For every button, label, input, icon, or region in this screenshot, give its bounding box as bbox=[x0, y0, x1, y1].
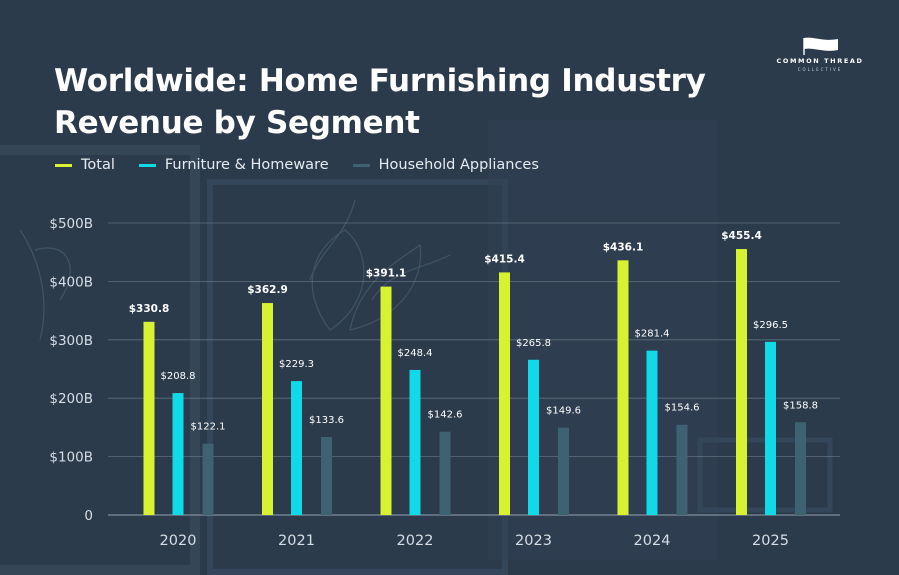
legend-item-furniture: Furniture & Homeware bbox=[138, 157, 329, 173]
data-label-total-2022: $391.1 bbox=[366, 268, 407, 280]
bar-total-2020 bbox=[143, 321, 155, 515]
bar-furniture-2024 bbox=[646, 350, 658, 515]
legend-label-appliances: Household Appliances bbox=[378, 157, 539, 173]
x-tick-label-2025: 2025 bbox=[752, 533, 789, 549]
data-label-appliances-2024: $154.6 bbox=[665, 403, 700, 414]
bar-total-2022 bbox=[380, 286, 392, 515]
bar-total-2025 bbox=[736, 249, 747, 516]
bar-furniture-2021 bbox=[291, 381, 302, 515]
data-label-total-2025: $455.4 bbox=[721, 230, 762, 242]
flag-icon bbox=[803, 37, 838, 55]
x-tick-label-2023: 2023 bbox=[515, 533, 552, 549]
bar-appliances-2022 bbox=[439, 431, 451, 515]
x-tick-label-2022: 2022 bbox=[397, 533, 434, 549]
legend-swatch-appliances bbox=[352, 163, 370, 167]
data-label-furniture-2020: $208.8 bbox=[161, 371, 196, 382]
bar-appliances-2024 bbox=[676, 424, 688, 515]
chart-title: Worldwide: Home Furnishing Industry Reve… bbox=[54, 60, 754, 144]
bar-furniture-2022 bbox=[409, 369, 421, 515]
bar-appliances-2020 bbox=[202, 443, 214, 515]
bar-total-2023 bbox=[499, 272, 510, 515]
y-tick-label: $200B bbox=[49, 391, 93, 407]
y-tick-label: $400B bbox=[49, 274, 93, 290]
y-tick-label: $300B bbox=[49, 333, 93, 349]
x-tick-label-2020: 2020 bbox=[160, 533, 197, 549]
bar-appliances-2021 bbox=[321, 436, 332, 515]
data-label-appliances-2021: $133.6 bbox=[309, 415, 344, 426]
bar-furniture-2023 bbox=[528, 359, 539, 515]
legend-label-total: Total bbox=[81, 157, 115, 173]
data-label-furniture-2025: $296.5 bbox=[753, 320, 788, 331]
data-label-total-2021: $362.9 bbox=[247, 284, 288, 296]
bar-total-2021 bbox=[262, 303, 273, 515]
chart-title-line-2: Revenue by Segment bbox=[54, 105, 420, 141]
data-label-appliances-2022: $142.6 bbox=[428, 410, 463, 421]
y-tick-label: $100B bbox=[49, 450, 93, 466]
y-tick-label: 0 bbox=[84, 508, 93, 524]
bar-total-2024 bbox=[617, 260, 629, 515]
bar-appliances-2023 bbox=[558, 427, 569, 515]
data-label-furniture-2022: $248.4 bbox=[398, 348, 433, 359]
data-label-furniture-2021: $229.3 bbox=[279, 359, 314, 370]
chart-title-line-1: Worldwide: Home Furnishing Industry bbox=[54, 63, 706, 99]
data-label-appliances-2023: $149.6 bbox=[546, 406, 581, 417]
legend-swatch-total bbox=[55, 163, 72, 167]
legend-item-total: Total bbox=[55, 157, 115, 173]
legend-swatch-furniture bbox=[138, 163, 156, 167]
data-label-furniture-2023: $265.8 bbox=[516, 338, 551, 349]
legend-label-furniture: Furniture & Homeware bbox=[164, 157, 329, 173]
legend-item-appliances: Household Appliances bbox=[352, 157, 539, 173]
data-label-total-2024: $436.1 bbox=[603, 241, 644, 253]
x-tick-label-2024: 2024 bbox=[634, 533, 671, 549]
chart-legend: Total Furniture & Homeware Household App… bbox=[55, 157, 563, 173]
logo-name: COMMON THREAD bbox=[776, 57, 864, 65]
data-label-appliances-2025: $158.8 bbox=[783, 400, 818, 411]
data-label-furniture-2024: $281.4 bbox=[635, 329, 670, 340]
bar-furniture-2025 bbox=[765, 341, 776, 515]
data-label-total-2023: $415.4 bbox=[484, 253, 525, 265]
y-tick-label: $500B bbox=[49, 216, 93, 232]
bar-furniture-2020 bbox=[172, 393, 184, 515]
data-label-appliances-2020: $122.1 bbox=[191, 422, 226, 433]
x-tick-label-2021: 2021 bbox=[278, 533, 315, 549]
brand-logo: COMMON THREAD COLLECTIVE bbox=[772, 36, 868, 72]
logo-subtitle: COLLECTIVE bbox=[797, 67, 843, 72]
bar-appliances-2025 bbox=[795, 422, 806, 515]
data-label-total-2020: $330.8 bbox=[129, 303, 170, 315]
